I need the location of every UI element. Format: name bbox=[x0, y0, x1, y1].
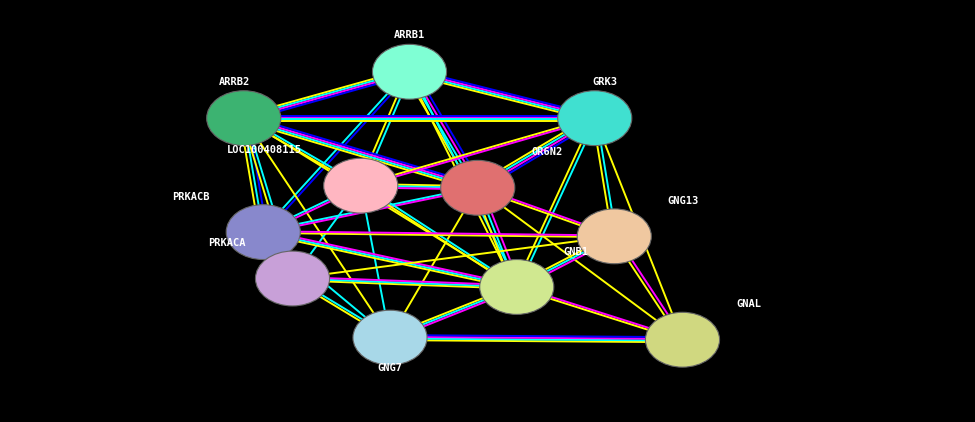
Ellipse shape bbox=[226, 205, 300, 260]
Text: ARRB1: ARRB1 bbox=[394, 30, 425, 40]
Ellipse shape bbox=[645, 312, 720, 367]
Text: PRKACA: PRKACA bbox=[209, 238, 246, 248]
Ellipse shape bbox=[255, 251, 330, 306]
Ellipse shape bbox=[207, 91, 281, 146]
Ellipse shape bbox=[372, 44, 447, 99]
Text: GNAL: GNAL bbox=[736, 299, 761, 309]
Ellipse shape bbox=[441, 160, 515, 215]
Text: LOC100408115: LOC100408115 bbox=[227, 145, 302, 155]
Text: ARRB2: ARRB2 bbox=[218, 76, 250, 87]
Text: GNG13: GNG13 bbox=[668, 196, 699, 206]
Ellipse shape bbox=[480, 260, 554, 314]
Text: GNG7: GNG7 bbox=[377, 363, 403, 373]
Text: GRK3: GRK3 bbox=[592, 76, 617, 87]
Ellipse shape bbox=[558, 91, 632, 146]
Text: GNB1: GNB1 bbox=[564, 246, 589, 257]
Text: PRKACB: PRKACB bbox=[173, 192, 210, 202]
Ellipse shape bbox=[324, 158, 398, 213]
Ellipse shape bbox=[577, 209, 651, 264]
Ellipse shape bbox=[353, 310, 427, 365]
Text: OR6N2: OR6N2 bbox=[531, 147, 563, 157]
